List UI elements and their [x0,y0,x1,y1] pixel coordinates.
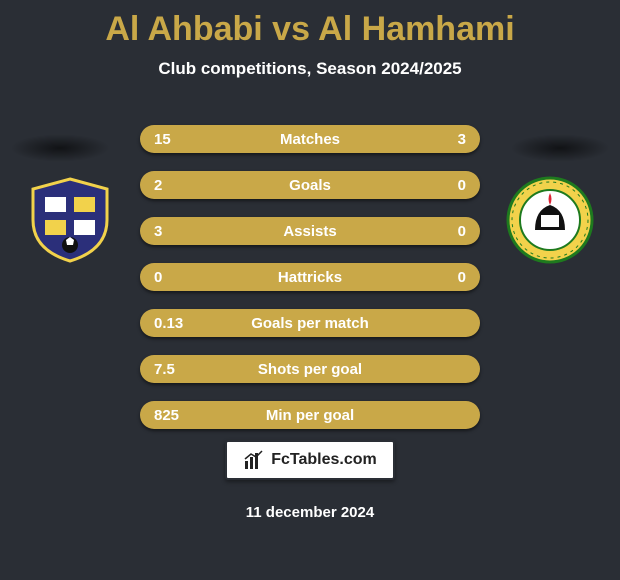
brand-text: FcTables.com [271,451,377,469]
club-crest-icon [505,175,595,265]
stat-label: Assists [194,223,426,240]
stat-left-value: 2 [154,177,194,194]
stat-row: 3 Assists 0 [140,217,480,245]
stats-panel: 15 Matches 3 2 Goals 0 3 Assists 0 0 Hat… [140,125,480,447]
stat-right-value: 0 [426,269,466,286]
badge-shadow-left [10,134,110,162]
season-subtitle: Club competitions, Season 2024/2025 [0,59,620,79]
page-title: Al Ahbabi vs Al Hamhami [0,0,620,49]
badge-shadow-right [510,134,610,162]
stat-left-value: 0.13 [154,315,194,332]
stat-left-value: 0 [154,269,194,286]
stat-row: 0.13 Goals per match [140,309,480,337]
club-crest-icon [25,175,115,265]
stat-right-value: 0 [426,177,466,194]
stat-row: 7.5 Shots per goal [140,355,480,383]
date-text: 11 december 2024 [0,504,620,521]
stat-label: Min per goal [194,407,426,424]
stat-row: 825 Min per goal [140,401,480,429]
team-badge-right [505,175,595,265]
chart-icon [243,449,265,471]
stat-label: Goals [194,177,426,194]
stat-row: 0 Hattricks 0 [140,263,480,291]
stat-left-value: 825 [154,407,194,424]
stat-right-value: 3 [426,131,466,148]
stat-left-value: 7.5 [154,361,194,378]
stat-left-value: 3 [154,223,194,240]
stat-row: 2 Goals 0 [140,171,480,199]
stat-label: Matches [194,131,426,148]
stat-left-value: 15 [154,131,194,148]
brand-badge[interactable]: FcTables.com [225,440,395,480]
stat-row: 15 Matches 3 [140,125,480,153]
stat-label: Shots per goal [194,361,426,378]
stat-label: Hattricks [194,269,426,286]
stat-right-value: 0 [426,223,466,240]
stat-label: Goals per match [194,315,426,332]
team-badge-left [25,175,115,265]
